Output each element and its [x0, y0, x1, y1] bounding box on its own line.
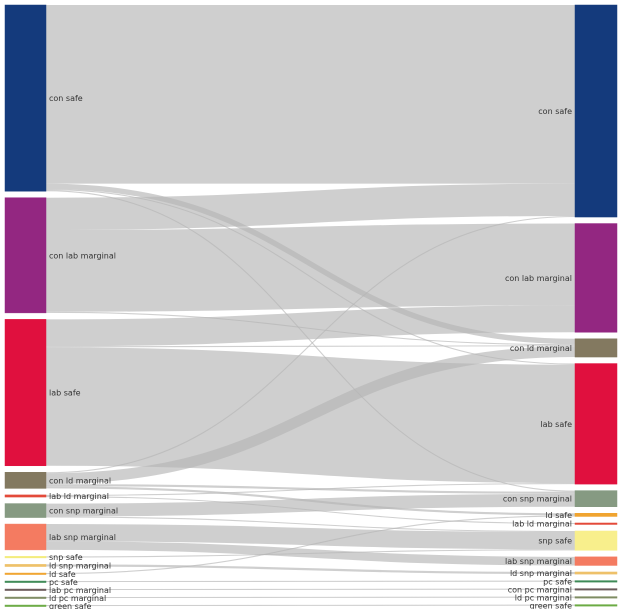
target-label-ld-safe: ld safe — [545, 511, 572, 520]
source-node-snp-safe[interactable] — [5, 556, 46, 558]
source-node-ld-safe[interactable] — [5, 573, 46, 575]
target-node-con-safe[interactable] — [575, 5, 617, 217]
source-node-con-ld-marginal[interactable] — [5, 472, 46, 488]
source-label-con-safe: con safe — [49, 94, 83, 103]
target-label-con-snp-marginal: con snp marginal — [503, 495, 572, 504]
target-label-snp-safe: snp safe — [538, 537, 572, 546]
target-node-lab-snp-marginal[interactable] — [575, 557, 617, 566]
flow-lab_safe-to-con_lab_marginal[interactable] — [46, 319, 575, 333]
target-node-con-pc-marginal[interactable] — [575, 589, 617, 591]
source-label-con-lab-marginal: con lab marginal — [49, 251, 116, 260]
source-node-green-safe[interactable] — [5, 605, 46, 607]
source-label-lab-safe: lab safe — [49, 389, 81, 398]
source-node-pc-safe[interactable] — [5, 581, 46, 583]
target-node-lab-ld-marginal[interactable] — [575, 523, 617, 525]
flow-lab_snp_marginal-to-snp_safe[interactable] — [46, 533, 575, 541]
source-node-lab-safe[interactable] — [5, 319, 46, 465]
source-node-lab-snp-marginal[interactable] — [5, 524, 46, 550]
target-node-ld-pc-marginal[interactable] — [575, 597, 617, 599]
target-node-pc-safe[interactable] — [575, 581, 617, 583]
target-node-lab-safe[interactable] — [575, 364, 617, 485]
source-node-con-safe[interactable] — [5, 5, 46, 191]
source-node-lab-pc-marginal[interactable] — [5, 589, 46, 591]
target-label-lab-safe: lab safe — [540, 420, 572, 429]
target-label-con-safe: con safe — [538, 107, 572, 116]
flow-con_snp_marginal-to-con_snp_marginal[interactable] — [46, 500, 575, 510]
target-node-ld-safe[interactable] — [575, 513, 617, 516]
source-node-con-lab-marginal[interactable] — [5, 198, 46, 313]
flow-con_lab_marginal-to-con_lab_marginal[interactable] — [46, 264, 575, 270]
source-node-ld-snp-marginal[interactable] — [5, 564, 46, 566]
source-node-con-snp-marginal[interactable] — [5, 504, 46, 518]
source-label-green-safe: green safe — [49, 602, 92, 609]
target-node-ld-snp-marginal[interactable] — [575, 572, 617, 574]
flows-layer — [46, 94, 575, 605]
target-node-con-snp-marginal[interactable] — [575, 491, 617, 507]
target-label-lab-snp-marginal: lab snp marginal — [505, 557, 572, 566]
target-label-green-safe: green safe — [530, 601, 573, 609]
target-node-con-ld-marginal[interactable] — [575, 339, 617, 357]
source-label-lab-snp-marginal: lab snp marginal — [49, 533, 116, 542]
source-label-con-snp-marginal: con snp marginal — [49, 507, 118, 516]
target-node-green-safe[interactable] — [575, 605, 617, 607]
flow-con_lab_marginal-to-con_safe[interactable] — [46, 200, 575, 214]
flow-lab_safe-to-con_ld_marginal[interactable] — [46, 346, 575, 347]
source-node-ld-pc-marginal[interactable] — [5, 597, 46, 599]
target-label-lab-ld-marginal: lab ld marginal — [512, 520, 572, 529]
source-label-lab-ld-marginal: lab ld marginal — [49, 492, 109, 501]
target-node-con-lab-marginal[interactable] — [575, 224, 617, 333]
target-node-snp-safe[interactable] — [575, 531, 617, 550]
source-label-con-ld-marginal: con ld marginal — [49, 476, 111, 485]
source-node-lab-ld-marginal[interactable] — [5, 495, 46, 497]
target-label-con-ld-marginal: con ld marginal — [510, 344, 572, 353]
target-label-con-lab-marginal: con lab marginal — [505, 274, 572, 283]
